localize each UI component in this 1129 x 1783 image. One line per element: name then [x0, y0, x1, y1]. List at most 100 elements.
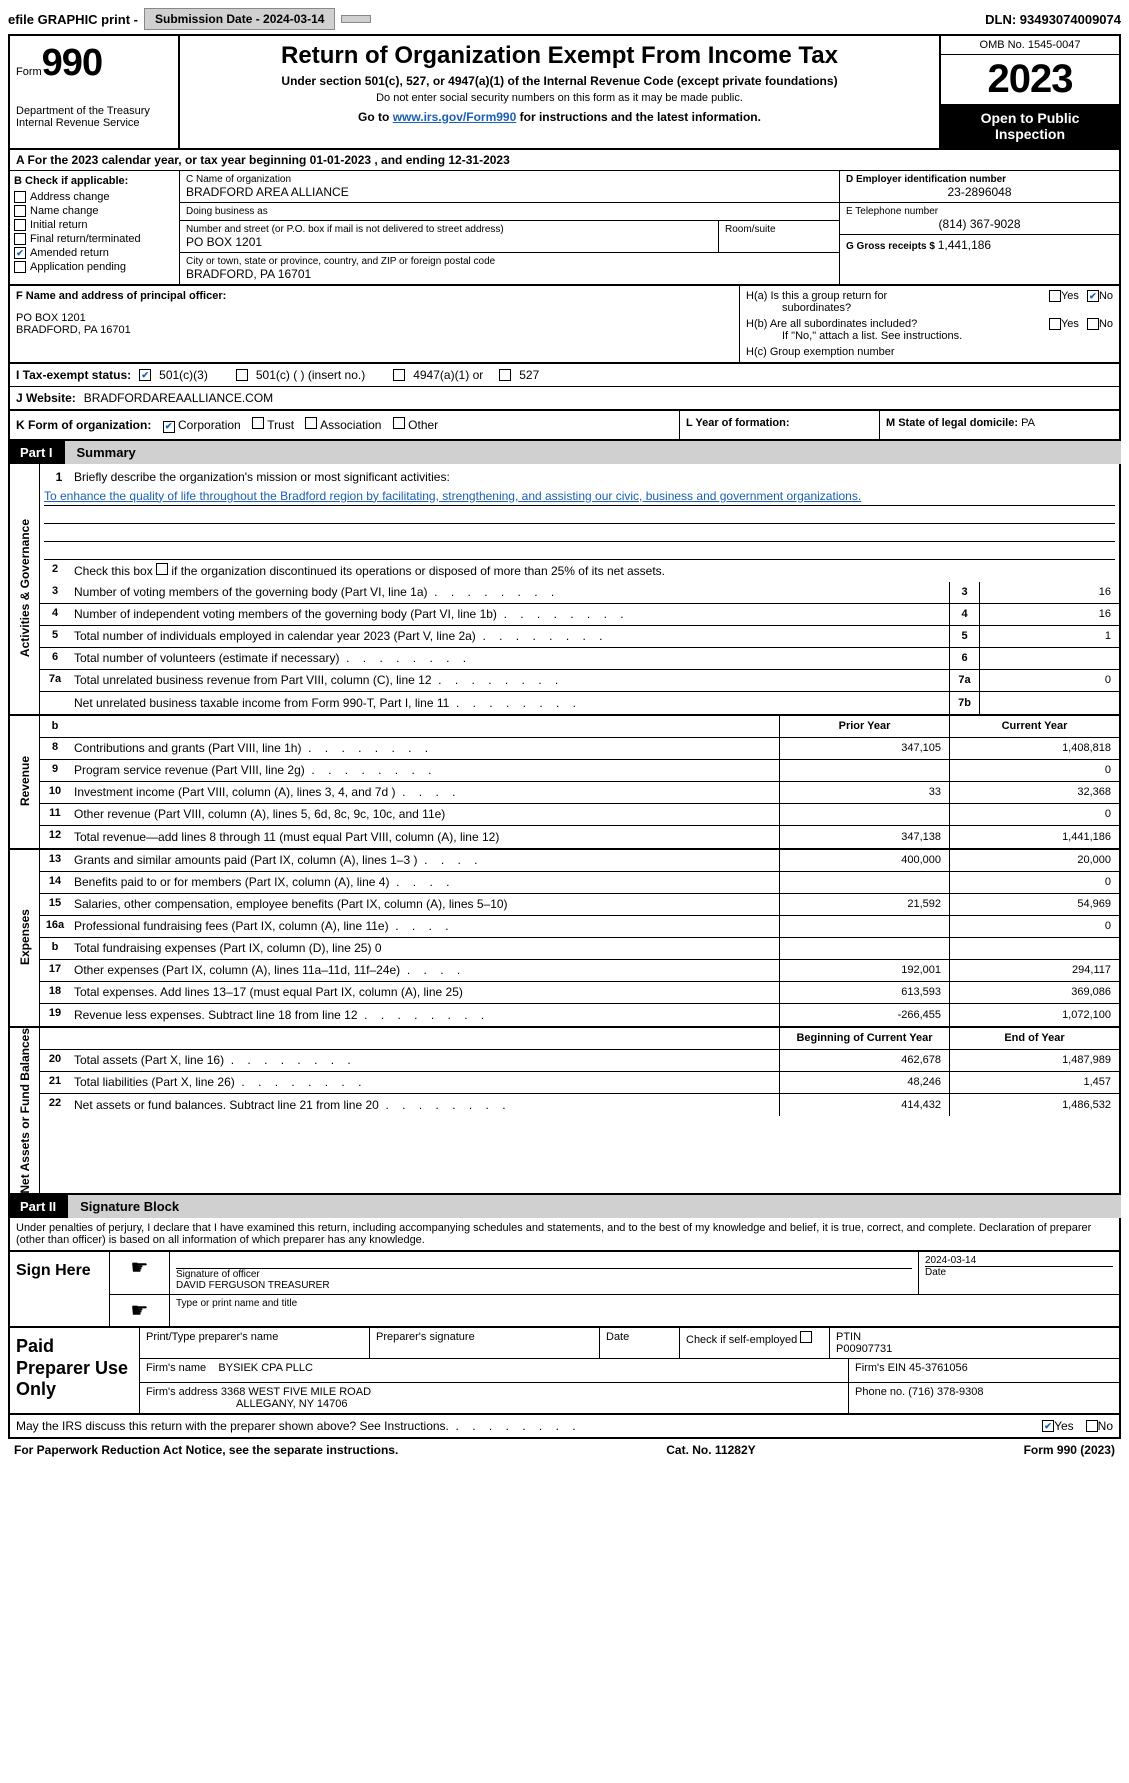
chk-corp[interactable]: ✔	[163, 421, 175, 433]
p15: 21,592	[779, 894, 949, 915]
f-label: F Name and address of principal officer:	[16, 290, 733, 302]
lbl-assoc: Association	[320, 418, 381, 432]
c20: 1,487,989	[949, 1050, 1119, 1071]
open-inspection: Open to Public Inspection	[941, 104, 1119, 148]
chk-line2[interactable]	[156, 563, 168, 575]
vlabel-exp-text: Expenses	[18, 909, 32, 965]
preparer-right: Print/Type preparer's name Preparer's si…	[140, 1328, 1119, 1413]
firm-name-cell: Firm's name BYSIEK CPA PLLC	[140, 1359, 849, 1382]
form-word: Form	[16, 66, 42, 78]
lbl-final: Final return/terminated	[30, 233, 141, 245]
subtitle-3: Go to www.irs.gov/Form990 for instructio…	[186, 110, 933, 124]
ptin-label: PTIN	[836, 1331, 861, 1343]
lbl-address-change: Address change	[30, 191, 110, 203]
c16b	[949, 938, 1119, 959]
mission-blank3	[44, 542, 1115, 560]
mission-text[interactable]: To enhance the quality of life throughou…	[44, 489, 861, 503]
sig-officer-label: Signature of officer	[176, 1269, 912, 1280]
col-c: C Name of organization BRADFORD AREA ALL…	[180, 171, 839, 284]
chk-final[interactable]	[14, 233, 26, 245]
line1-label: Briefly describe the organization's miss…	[74, 470, 450, 484]
k-mid: L Year of formation:	[679, 411, 879, 439]
chk-name[interactable]	[14, 205, 26, 217]
hdr-prior: Prior Year	[779, 716, 949, 737]
ha-yes[interactable]	[1049, 290, 1061, 302]
row-j: J Website: BRADFORDAREAALLIANCE.COM	[8, 387, 1121, 411]
summary-rev-body: bPrior YearCurrent Year 8Contributions a…	[40, 716, 1119, 848]
sign-here-right: ☛ Signature of officer DAVID FERGUSON TR…	[110, 1252, 1119, 1326]
c9: 0	[949, 760, 1119, 781]
f-line1: PO BOX 1201	[16, 312, 733, 324]
chk-initial[interactable]	[14, 219, 26, 231]
chk-4947[interactable]	[393, 369, 405, 381]
line2-post: if the organization discontinued its ope…	[168, 564, 665, 578]
may-discuss-row: May the IRS discuss this return with the…	[8, 1415, 1121, 1439]
addr-row: Number and street (or P.O. box if mail i…	[180, 221, 839, 253]
chk-other[interactable]	[393, 417, 405, 429]
line6: Total number of volunteers (estimate if …	[70, 648, 949, 668]
firm-addr1: 3368 WEST FIVE MILE ROAD	[221, 1386, 371, 1398]
i-label: I Tax-exempt status:	[16, 368, 131, 382]
lbl-4947: 4947(a)(1) or	[413, 368, 483, 382]
form-page: efile GRAPHIC print - Submission Date - …	[0, 0, 1129, 1469]
hb-yes[interactable]	[1049, 318, 1061, 330]
chk-app-pending[interactable]	[14, 261, 26, 273]
may-no[interactable]	[1086, 1420, 1098, 1432]
phone-cell: E Telephone number (814) 367-9028	[840, 203, 1119, 235]
hb-no[interactable]	[1087, 318, 1099, 330]
irs-link[interactable]: www.irs.gov/Form990	[393, 110, 517, 124]
part1-tag: Part I	[8, 441, 65, 464]
line2-pre: Check this box	[74, 564, 156, 578]
prep-sig-label: Preparer's signature	[370, 1328, 600, 1358]
ha-no[interactable]: ✔	[1087, 290, 1099, 302]
lbl-501c3: 501(c)(3)	[159, 368, 208, 382]
city-value: BRADFORD, PA 16701	[186, 267, 833, 281]
subtitle-2: Do not enter social security numbers on …	[186, 92, 933, 104]
hdr-end: End of Year	[949, 1028, 1119, 1049]
chk-self-employed[interactable]	[800, 1331, 812, 1343]
footer-mid: Cat. No. 11282Y	[666, 1443, 755, 1457]
may-yes[interactable]: ✔	[1042, 1420, 1054, 1432]
m-label: M State of legal domicile:	[886, 417, 1021, 429]
line16b-pre: Total fundraising expenses (Part IX, col…	[74, 941, 375, 955]
p19: -266,455	[779, 1004, 949, 1026]
col-d: D Employer identification number 23-2896…	[839, 171, 1119, 284]
city-label: City or town, state or province, country…	[186, 256, 833, 267]
submission-date: Submission Date - 2024-03-14	[144, 8, 335, 30]
part2-header: Part II Signature Block	[8, 1195, 1121, 1218]
l-label: L Year of formation:	[686, 417, 790, 429]
lbl-corp: Corporation	[178, 418, 241, 432]
vlabel-net-text: Net Assets or Fund Balances	[18, 1028, 32, 1194]
chk-501c[interactable]	[236, 369, 248, 381]
line21: Total liabilities (Part X, line 26)	[70, 1072, 779, 1092]
dln: DLN: 93493074009074	[985, 12, 1121, 27]
chk-amended[interactable]: ✔	[14, 247, 26, 259]
chk-trust[interactable]	[252, 417, 264, 429]
gross-value: 1,441,186	[938, 238, 991, 252]
c18: 369,086	[949, 982, 1119, 1003]
chk-527[interactable]	[499, 369, 511, 381]
part2-title: Signature Block	[68, 1195, 1121, 1218]
dept-treasury: Department of the Treasury	[16, 105, 172, 117]
vlabel-ag: Activities & Governance	[10, 464, 40, 714]
ein-label: D Employer identification number	[846, 174, 1113, 185]
chk-501c3[interactable]: ✔	[139, 369, 151, 381]
summary-exp-body: 13Grants and similar amounts paid (Part …	[40, 850, 1119, 1026]
section-h: H(a) Is this a group return for subordin…	[739, 286, 1119, 362]
ha-yes-lbl: Yes	[1061, 290, 1079, 302]
line20: Total assets (Part X, line 16)	[70, 1050, 779, 1070]
sig-date-label: Date	[925, 1267, 1113, 1278]
firm-addr2: ALLEGANY, NY 14706	[236, 1398, 348, 1410]
website-value: BRADFORDAREAALLIANCE.COM	[84, 391, 273, 405]
line18: Total expenses. Add lines 13–17 (must eq…	[70, 982, 779, 1002]
line16a: Professional fundraising fees (Part IX, …	[70, 916, 779, 936]
sig-officer-cell: Signature of officer DAVID FERGUSON TREA…	[170, 1252, 919, 1294]
sign-here-label: Sign Here	[10, 1252, 110, 1326]
chk-address[interactable]	[14, 191, 26, 203]
lbl-527: 527	[519, 368, 539, 382]
chk-assoc[interactable]	[305, 417, 317, 429]
ha-no-lbl: No	[1099, 290, 1113, 302]
line4: Number of independent voting members of …	[70, 604, 949, 624]
lbl-initial: Initial return	[30, 219, 87, 231]
phone-label: E Telephone number	[846, 206, 1113, 217]
